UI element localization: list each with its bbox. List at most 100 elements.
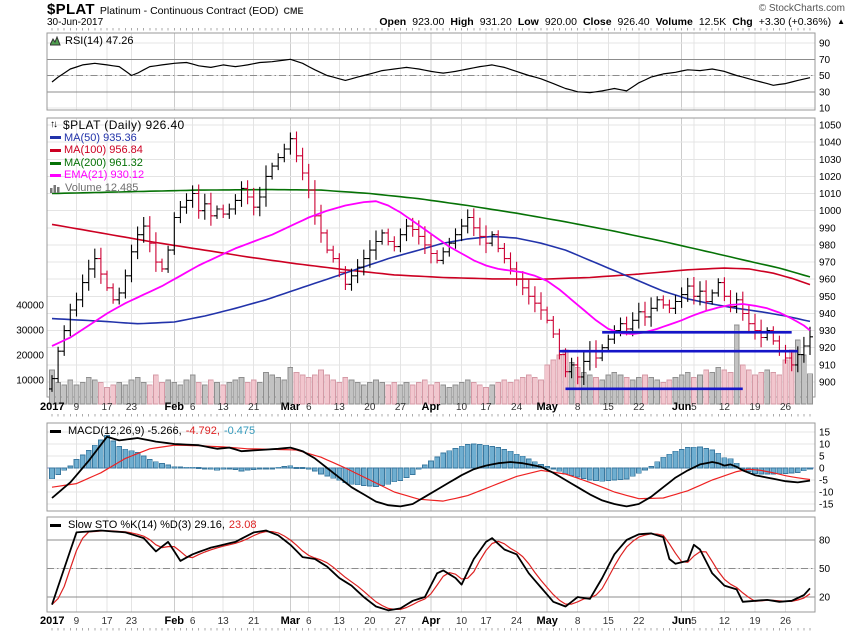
svg-text:5: 5 [691, 616, 697, 627]
svg-text:10000: 10000 [16, 376, 44, 387]
svg-text:21: 21 [248, 402, 260, 413]
svg-text:23: 23 [126, 402, 138, 413]
svg-text:17: 17 [480, 616, 492, 627]
svg-text:-10: -10 [819, 488, 834, 499]
sto-legend: Slow STO %K(14) %D(3) 29.16, 23.08 [50, 519, 256, 531]
chg-label: Chg [732, 16, 753, 28]
svg-text:960: 960 [819, 275, 836, 286]
rsi-legend-label: RSI(14) 47.26 [65, 35, 134, 47]
svg-text:Jun: Jun [672, 401, 692, 413]
chart-header: $PLAT Platinum - Continuous Contract (EO… [47, 1, 303, 18]
svg-text:20000: 20000 [16, 351, 44, 362]
svg-text:970: 970 [819, 258, 836, 269]
svg-text:910: 910 [819, 360, 836, 371]
svg-text:6: 6 [190, 402, 196, 413]
svg-text:10: 10 [456, 402, 468, 413]
date-axis-bottom: 2017 9 17 23 Feb 6 13 21 Mar 6 13 20 27 Apr 10 17 24 May 8… [40, 615, 811, 631]
ma50-legend: MA(50) 935.36 [64, 131, 137, 144]
svg-text:15: 15 [819, 428, 831, 439]
price-panel: 900 910 920 930 940 950 960 970 980 990 1000 1010 10… [16, 117, 842, 405]
ema21-legend: EMA(21) 930.12 [64, 169, 145, 182]
svg-text:6: 6 [190, 616, 196, 627]
svg-text:12: 12 [719, 616, 731, 627]
svg-text:13: 13 [218, 402, 230, 413]
svg-text:10: 10 [456, 616, 468, 627]
svg-text:1050: 1050 [819, 121, 842, 132]
svg-text:6: 6 [306, 616, 312, 627]
svg-text:1030: 1030 [819, 155, 842, 166]
ma50-line-icon [50, 136, 61, 140]
svg-text:920: 920 [819, 343, 836, 354]
svg-text:1020: 1020 [819, 172, 842, 183]
svg-text:May: May [536, 615, 558, 627]
svg-text:13: 13 [218, 616, 230, 627]
ma200-legend: MA(200) 961.32 [64, 156, 143, 169]
svg-text:50: 50 [819, 71, 831, 82]
svg-text:Mar: Mar [281, 401, 301, 413]
svg-text:-15: -15 [819, 500, 834, 511]
sto-panel: 80 50 20 [46, 516, 831, 613]
svg-text:Mar: Mar [281, 615, 301, 627]
ma100-line-icon [50, 148, 61, 152]
chg-value: +3.30 (+0.36%) [758, 16, 832, 28]
svg-text:24: 24 [511, 402, 523, 413]
rsi-legend: RSI(14) 47.26 [50, 35, 133, 47]
svg-text:15: 15 [603, 402, 615, 413]
macd-signal-value: -4.792, [185, 425, 220, 437]
svg-text:1000: 1000 [819, 206, 842, 217]
symbol-description: Platinum - Continuous Contract (EOD) [99, 5, 279, 17]
svg-text:1010: 1010 [819, 189, 842, 200]
volume-bars-icon [50, 185, 60, 194]
svg-text:5: 5 [691, 402, 697, 413]
svg-text:Jun: Jun [672, 615, 692, 627]
svg-text:27: 27 [395, 402, 407, 413]
change-up-arrow-icon: ▲ [837, 17, 845, 26]
open-label: Open [379, 16, 407, 28]
svg-text:5: 5 [819, 452, 825, 463]
macd-line-icon [50, 429, 61, 433]
svg-text:27: 27 [395, 616, 407, 627]
svg-text:2017: 2017 [40, 401, 64, 413]
svg-text:30000: 30000 [16, 326, 44, 337]
svg-text:2017: 2017 [40, 615, 64, 627]
price-legend: ↑↓ $PLAT (Daily) 926.40 MA(50) 935.36 MA(… [50, 119, 185, 195]
svg-text:0: 0 [819, 464, 825, 475]
svg-text:17: 17 [101, 616, 113, 627]
low-value: 920.00 [544, 16, 577, 28]
sto-d-value: 23.08 [228, 519, 257, 531]
symbol: $PLAT [47, 1, 95, 18]
ma100-legend: MA(100) 956.84 [64, 144, 143, 157]
price-title: $PLAT (Daily) 926.40 [63, 118, 185, 132]
svg-text:6: 6 [306, 402, 312, 413]
svg-text:1040: 1040 [819, 138, 842, 149]
macd-legend: MACD(12,26,9) -5.266, -4.792, -0.475 [50, 425, 255, 437]
high-value: 931.20 [479, 16, 512, 28]
volume-value: 12.5K [698, 16, 727, 28]
quote-stats: Open 923.00 High 931.20 Low 920.00 Close 926… [379, 16, 845, 28]
svg-text:950: 950 [819, 292, 836, 303]
svg-text:70: 70 [819, 55, 831, 66]
ema21-line-icon [50, 174, 61, 178]
svg-text:930: 930 [819, 326, 836, 337]
chart-date: 30-Jun-2017 [47, 17, 104, 28]
svg-text:9: 9 [74, 402, 80, 413]
volume-label: Volume [655, 16, 693, 28]
close-label: Close [582, 16, 612, 28]
svg-text:26: 26 [780, 402, 792, 413]
svg-text:20: 20 [819, 593, 831, 604]
svg-text:900: 900 [819, 377, 836, 388]
svg-text:40000: 40000 [16, 301, 44, 312]
svg-text:22: 22 [633, 402, 645, 413]
ma200-line-icon [50, 161, 61, 165]
high-label: High [450, 16, 474, 28]
svg-text:21: 21 [248, 616, 260, 627]
svg-text:80: 80 [819, 536, 831, 547]
volume-legend: Volume 12,485 [65, 181, 139, 194]
svg-text:8: 8 [575, 616, 581, 627]
svg-text:990: 990 [819, 223, 836, 234]
svg-text:9: 9 [74, 616, 80, 627]
svg-text:23: 23 [126, 616, 138, 627]
svg-text:12: 12 [719, 402, 731, 413]
svg-text:8: 8 [575, 402, 581, 413]
